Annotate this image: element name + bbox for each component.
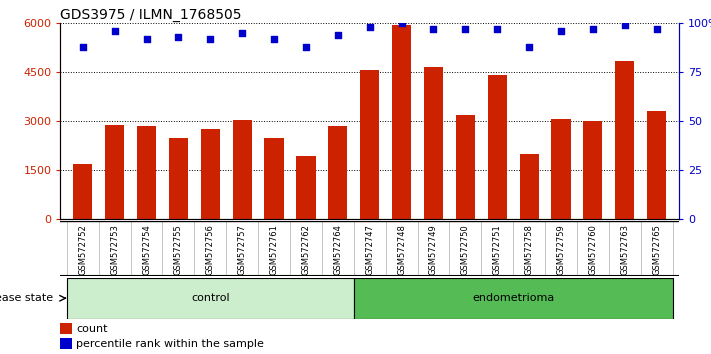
Bar [137,126,156,219]
Bar [647,112,666,219]
Point [205,36,216,41]
Point [77,44,88,50]
Bar [513,221,545,276]
Bar [615,61,634,219]
Text: GSM572749: GSM572749 [429,224,438,275]
Bar [583,121,602,219]
Text: disease state: disease state [0,293,53,303]
Point [428,26,439,32]
Text: GSM572750: GSM572750 [461,224,470,275]
Point [587,26,599,32]
Text: GSM572764: GSM572764 [333,224,342,275]
Bar [322,221,354,276]
Point [619,22,631,28]
Bar [67,221,99,276]
Bar [328,126,348,219]
Point [173,34,184,40]
Point [491,26,503,32]
Bar [194,221,226,276]
Point [523,44,535,50]
Text: GSM572755: GSM572755 [174,224,183,275]
Text: GSM572765: GSM572765 [652,224,661,275]
Text: GSM572758: GSM572758 [525,224,534,275]
Bar [201,130,220,219]
Text: GSM572762: GSM572762 [301,224,311,275]
Bar [424,67,443,219]
Bar [520,154,539,219]
Text: GSM572751: GSM572751 [493,224,502,275]
Text: endometrioma: endometrioma [472,293,555,303]
Bar [456,115,475,219]
Text: GSM572754: GSM572754 [142,224,151,275]
Point [364,24,375,30]
Text: count: count [76,324,107,334]
Point [109,28,120,34]
Text: GSM572761: GSM572761 [269,224,279,275]
Text: GSM572756: GSM572756 [205,224,215,275]
Text: control: control [191,293,230,303]
Bar [392,25,411,219]
Bar [552,119,571,219]
Text: GSM572757: GSM572757 [237,224,247,275]
Bar [641,221,673,276]
Bar [449,221,481,276]
Text: GSM572747: GSM572747 [365,224,374,275]
Text: GSM572752: GSM572752 [78,224,87,275]
Point [141,36,152,41]
Point [396,20,407,26]
Bar [73,164,92,219]
Bar [258,221,290,276]
Point [332,32,343,38]
Point [555,28,567,34]
Bar [60,338,72,349]
Bar [67,278,354,319]
Bar [105,125,124,219]
Bar [577,221,609,276]
Text: GSM572753: GSM572753 [110,224,119,275]
Bar [60,324,72,334]
Point [651,26,663,32]
Bar [488,75,507,219]
Bar [296,156,316,219]
Point [237,30,248,36]
Point [460,26,471,32]
Bar [360,70,379,219]
Text: GSM572748: GSM572748 [397,224,406,275]
Text: percentile rank within the sample: percentile rank within the sample [76,339,264,349]
Bar [354,278,673,319]
Bar [131,221,163,276]
Text: GSM572763: GSM572763 [620,224,629,275]
Text: GDS3975 / ILMN_1768505: GDS3975 / ILMN_1768505 [60,8,242,22]
Bar [264,138,284,219]
Point [300,44,311,50]
Point [268,36,279,41]
Bar [232,120,252,219]
Text: GSM572760: GSM572760 [589,224,597,275]
Bar [385,221,417,276]
Bar [169,138,188,219]
Text: GSM572759: GSM572759 [557,224,565,275]
